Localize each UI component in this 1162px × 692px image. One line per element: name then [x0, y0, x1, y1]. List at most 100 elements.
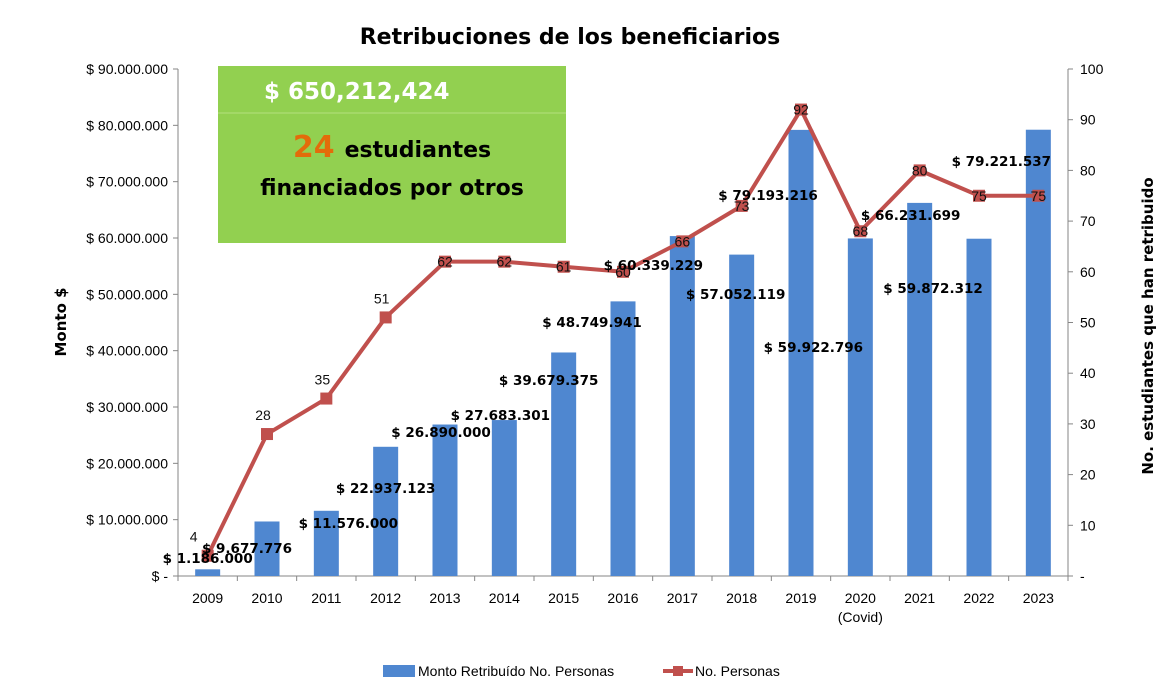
data-labels: $ 1.186.000$ 9.677.776 $ 11.576.000 $ 22.9…: [163, 102, 1051, 567]
y-tick-label-left: $ 30.000.000: [86, 399, 168, 415]
y-tick-label-left: $ 80.000.000: [86, 117, 168, 133]
line-marker: [557, 260, 570, 273]
y-tick-label-left: $ 50.000.000: [86, 286, 168, 302]
summary-box: $ 650,212,424 24 estudiantes financiados …: [218, 66, 566, 243]
line-data-label: 75: [1031, 188, 1047, 204]
legend-item-line[interactable]: No. Personas: [663, 663, 780, 679]
bar: [432, 424, 458, 576]
line-data-label: 92: [793, 102, 809, 118]
x-tick-label: 2010: [251, 590, 282, 606]
line-data-label: 66: [675, 233, 691, 249]
bar: [847, 238, 873, 576]
x-tick-label: 2020: [845, 590, 876, 606]
line-marker: [973, 189, 985, 202]
line-marker: [261, 428, 273, 441]
y-tick-label-right: 80: [1080, 162, 1096, 178]
bar: [788, 129, 814, 576]
line-marker: [1032, 189, 1045, 202]
y-tick-label-right: 90: [1080, 112, 1096, 128]
bar-data-label: $ 1.186.000: [163, 551, 253, 567]
bar-data-label: $ 39.679.375: [499, 373, 599, 389]
bar: [1025, 129, 1051, 576]
line-data-label: 60: [615, 264, 631, 280]
x-tick-label: 2023: [1023, 590, 1054, 606]
line-series: [201, 103, 1045, 562]
legend-swatch-bars: [383, 665, 415, 677]
line-data-label: 28: [255, 407, 271, 423]
y-tick-label-left: $ 60.000.000: [86, 230, 168, 246]
y-tick-label-right: 60: [1080, 264, 1096, 280]
y-tick-label-right: 10: [1080, 517, 1096, 533]
x-tick-sublabel: (Covid): [838, 609, 883, 625]
line-marker: [617, 265, 629, 278]
x-tick-label: 2019: [785, 590, 816, 606]
line-data-label: 4: [190, 529, 198, 545]
bar-data-label: $ 48.749.941: [542, 315, 642, 331]
y-tick-label-left: $ 10.000.000: [86, 512, 168, 528]
bar: [669, 236, 695, 577]
y-tick-label-right: 30: [1080, 416, 1096, 432]
y-axis-title-left: Monto $: [52, 287, 70, 356]
line-data-label: 68: [853, 223, 869, 239]
line-data-label: 73: [734, 198, 750, 214]
x-tick-label: 2017: [667, 590, 698, 606]
bar: [729, 254, 755, 577]
summary-box-background: [218, 66, 566, 243]
line-marker: [320, 392, 333, 405]
line-data-label: 51: [374, 290, 390, 306]
y-tick-label-left: $ 20.000.000: [86, 455, 168, 471]
line-data-label: 62: [437, 254, 453, 270]
legend: Monto Retribuído No. Personas No. Person…: [383, 663, 780, 679]
bar-data-label: $ 60.339.229: [604, 258, 704, 274]
x-tick-label: 2009: [192, 590, 223, 606]
students-text-2: financiados por otros: [260, 176, 524, 201]
bar-data-label: $ 57.052.119: [686, 287, 786, 303]
line-marker: [439, 255, 451, 268]
y-axis-title-right: No. estudiantes que han retribuido: [1139, 177, 1157, 474]
line-marker: [201, 549, 214, 562]
bar-data-label: $ 26.890.000: [391, 425, 491, 441]
line-data-label: 62: [497, 254, 513, 270]
x-tick-label: 2012: [370, 590, 401, 606]
x-tick-label: 2016: [607, 590, 638, 606]
students-text-1: estudiantes: [345, 138, 492, 163]
line-data-label: 35: [315, 372, 331, 388]
bar: [373, 446, 399, 576]
bar-data-label: $ 59.872.312: [883, 281, 983, 297]
bar-data-label: $ 79.193.216: [718, 188, 818, 204]
bar: [254, 521, 280, 576]
y-tick-label-left: $ -: [152, 568, 169, 584]
bar-data-label: $ 27.683.301: [451, 408, 551, 424]
x-tick-label: 2011: [311, 590, 341, 606]
bar: [491, 420, 517, 576]
y-tick-label-right: 40: [1080, 365, 1096, 381]
legend-label-bars: Monto Retribuído No. Personas: [418, 663, 614, 679]
bar-data-label: $ 66.231.699: [861, 208, 961, 224]
x-tick-label: 2018: [726, 590, 757, 606]
bar: [195, 569, 221, 576]
x-tick-label: 2021: [904, 590, 935, 606]
x-tick-label: 2014: [489, 590, 520, 606]
bar: [610, 301, 636, 576]
line-data-label: 75: [971, 188, 987, 204]
chart-title: Retribuciones de los beneficiarios: [360, 25, 781, 50]
total-amount: $ 650,212,424: [264, 79, 450, 105]
bar-data-label: $ 9.677.776: [202, 541, 292, 557]
bar-data-label: $ 22.937.123: [336, 481, 436, 497]
legend-item-bars[interactable]: Monto Retribuído No. Personas: [383, 663, 614, 679]
bar: [966, 238, 992, 577]
line-data-label: 80: [912, 162, 928, 178]
bar-data-label: $ 79.221.537: [952, 154, 1052, 170]
students-line-1: 24 estudiantes: [293, 130, 491, 165]
y-tick-label-right: 70: [1080, 213, 1096, 229]
line-marker: [795, 103, 807, 116]
bar: [313, 510, 339, 576]
y-tick-label-right: 20: [1080, 467, 1096, 483]
students-number: 24: [293, 130, 335, 165]
bar: [551, 352, 577, 576]
y-tick-label-right: -: [1080, 568, 1085, 584]
y-tick-label-right: 50: [1080, 315, 1096, 331]
y-tick-label-right: 100: [1080, 61, 1104, 77]
x-tick-label: 2015: [548, 590, 579, 606]
x-tick-label: 2022: [963, 590, 994, 606]
